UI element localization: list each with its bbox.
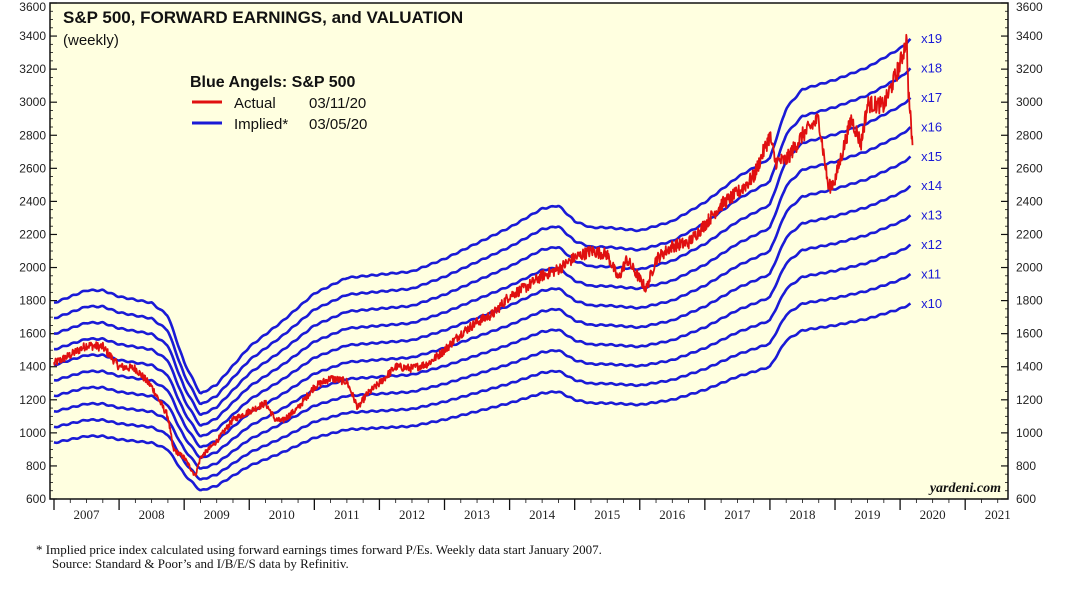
x-tick-label: 2015 [594, 507, 620, 522]
y-tick-label-right: 600 [1016, 492, 1036, 506]
y-tick-label-right: 1600 [1016, 327, 1043, 341]
source-note: Source: Standard & Poor’s and I/B/E/S da… [52, 556, 349, 571]
y-tick-label-right: 2600 [1016, 161, 1043, 175]
x-tick-label: 2013 [464, 507, 490, 522]
legend-label-actual: Actual [234, 95, 276, 112]
y-tick-label-left: 800 [26, 459, 46, 473]
y-tick-label-right: 2400 [1016, 194, 1043, 208]
y-tick-label-right: 1200 [1016, 393, 1043, 407]
y-tick-label-left: 1600 [19, 327, 46, 341]
multiple-label-x14: x14 [921, 178, 942, 193]
legend-label-implied: Implied* [234, 116, 288, 133]
actual-series-line [53, 33, 914, 477]
x-tick-label: 2012 [399, 507, 425, 522]
y-tick-label-right: 1000 [1016, 426, 1043, 440]
x-tick-label: 2016 [659, 507, 686, 522]
y-axis-right: 600 800 1000 1200 1400 1600 1800 2000 2200 2400 26… [1001, 0, 1043, 506]
implied-line-x11 [53, 273, 912, 481]
y-tick-label-left: 3200 [19, 62, 46, 76]
footnote: * Implied price index calculated using f… [36, 542, 602, 557]
x-tick-label: 2014 [529, 507, 556, 522]
implied-line-x17 [53, 96, 912, 417]
legend-date-actual: 03/11/20 [309, 95, 366, 112]
legend-date-implied: 03/05/20 [309, 116, 367, 133]
y-tick-label-right: 3000 [1016, 95, 1043, 109]
multiple-label-x15: x15 [921, 149, 942, 164]
y-tick-label-right: 2000 [1016, 261, 1043, 275]
y-axis-left: 600 800 1000 1200 1400 1600 1800 2000 2200 2400 26… [19, 0, 57, 506]
x-tick-label: 2019 [855, 507, 881, 522]
multiple-labels: x10 x11 x12 x13 x14 x15 x16 x17 x18 x19 [921, 31, 942, 311]
y-tick-label-right: 2200 [1016, 227, 1043, 241]
y-tick-label-right: 3200 [1016, 62, 1043, 76]
multiple-label-x19: x19 [921, 31, 942, 46]
implied-line-x13 [53, 214, 912, 460]
implied-line-x16 [53, 126, 912, 427]
chart-subtitle: (weekly) [63, 32, 119, 49]
multiple-label-x18: x18 [921, 60, 942, 75]
implied-line-x12 [53, 243, 912, 470]
x-tick-label: 2007 [74, 507, 101, 522]
y-tick-label-left: 1000 [19, 426, 46, 440]
y-tick-label-left: 3600 [19, 0, 46, 14]
x-tick-label: 2011 [334, 507, 360, 522]
multiple-label-x17: x17 [921, 90, 942, 105]
y-tick-label-right: 3400 [1016, 29, 1043, 43]
x-tick-label: 2020 [920, 507, 946, 522]
y-tick-label-left: 1400 [19, 360, 46, 374]
y-tick-label-left: 2600 [19, 161, 46, 175]
y-tick-label-left: 1800 [19, 294, 46, 308]
implied-line-x10 [53, 302, 912, 492]
multiple-label-x12: x12 [921, 237, 942, 252]
y-tick-label-left: 2800 [19, 128, 46, 142]
implied-lines [53, 37, 912, 492]
x-tick-label: 2021 [985, 507, 1011, 522]
multiple-label-x10: x10 [921, 296, 942, 311]
actual-line [53, 33, 914, 477]
y-tick-label-left: 600 [26, 492, 46, 506]
y-tick-label-right: 1800 [1016, 294, 1043, 308]
x-tick-label: 2017 [724, 507, 751, 522]
y-tick-label-left: 2000 [19, 261, 46, 275]
multiple-label-x11: x11 [921, 266, 941, 281]
legend: Blue Angels: S&P 500 Actual 03/11/20 Imp… [190, 74, 367, 133]
legend-title: Blue Angels: S&P 500 [190, 74, 355, 91]
implied-line-x18 [53, 67, 912, 406]
multiple-label-x13: x13 [921, 208, 942, 223]
y-tick-label-right: 1400 [1016, 360, 1043, 374]
x-tick-label: 2010 [269, 507, 295, 522]
x-tick-label: 2018 [789, 507, 815, 522]
x-axis: 2007 2008 2009 2010 2011 2012 2013 2014 2015 2016… [53, 499, 1011, 522]
chart-title: S&P 500, FORWARD EARNINGS, and VALUATION [63, 8, 463, 27]
implied-line-x19 [53, 37, 912, 395]
y-tick-label-left: 1200 [19, 393, 46, 407]
y-tick-label-left: 2400 [19, 194, 46, 208]
implied-line-x14 [53, 184, 912, 449]
y-tick-label-left: 3400 [19, 29, 46, 43]
plot-background [49, 2, 1009, 500]
valuation-chart: 600 800 1000 1200 1400 1600 1800 2000 2200 2400 26… [19, 0, 1043, 522]
y-tick-label-right: 2800 [1016, 128, 1043, 142]
y-tick-label-right: 800 [1016, 459, 1036, 473]
x-tick-label: 2009 [204, 507, 230, 522]
brand-watermark: yardeni.com [928, 481, 1001, 496]
y-tick-label-left: 3000 [19, 95, 46, 109]
y-tick-label-right: 3600 [1016, 0, 1043, 14]
multiple-label-x16: x16 [921, 119, 942, 134]
x-tick-label: 2008 [139, 507, 165, 522]
y-tick-label-left: 2200 [19, 227, 46, 241]
